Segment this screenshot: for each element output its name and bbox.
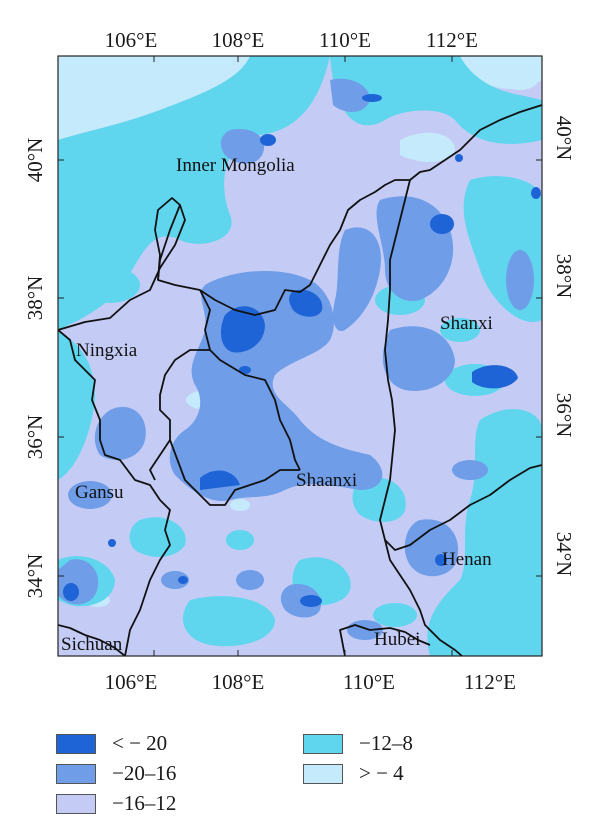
province-borders (58, 104, 542, 656)
legend-label-16-12: −16–12 (112, 791, 177, 815)
lat-label-left-40: 40°N (23, 138, 47, 183)
region-label-shaanxi: Shaanxi (296, 470, 357, 491)
region-label-shanxi: Shanxi (440, 313, 493, 334)
region-label-henan: Henan (442, 549, 492, 570)
legend-swatch-lt20 (56, 733, 96, 754)
lat-label-right-36: 36°N (552, 393, 576, 438)
lon-label-bottom-106: 106°E (105, 670, 158, 694)
legend-swatch-gt4 (303, 763, 343, 784)
legend-label-gt4: > − 4 (359, 761, 404, 785)
legend: < − 20 −20–16 −16–12 −12–8 > − 4 (56, 726, 496, 816)
lon-label-bottom-108: 108°E (212, 670, 265, 694)
lon-label-top-108: 108°E (212, 28, 265, 52)
lat-label-left-38: 38°N (23, 276, 47, 321)
legend-item-lt20: < − 20 (56, 731, 167, 756)
band-12-8-zones (58, 56, 542, 656)
lat-label-left-36: 36°N (23, 415, 47, 460)
lon-label-top-106: 106°E (105, 28, 158, 52)
lon-label-bottom-112: 112°E (464, 670, 516, 694)
lat-label-left-34: 34°N (23, 554, 47, 599)
legend-swatch-20-16 (56, 763, 96, 784)
lon-label-top-112: 112°E (426, 28, 478, 52)
legend-item-20-16: −20–16 (56, 761, 176, 786)
lat-label-right-38: 38°N (552, 254, 576, 299)
legend-label-12-8: −12–8 (359, 731, 413, 755)
lat-label-right-34: 34°N (552, 532, 576, 577)
region-label-hubei: Hubei (374, 629, 420, 650)
region-label-inner-mongolia: Inner Mongolia (176, 155, 295, 176)
lat-label-right-40: 40°N (552, 116, 576, 161)
legend-item-12-8: −12–8 (303, 731, 413, 756)
tick-marks (58, 56, 542, 656)
map-frame (57, 55, 543, 657)
legend-item-16-12: −16–12 (56, 791, 176, 816)
band-lt20-cores (63, 94, 541, 607)
legend-swatch-12-8 (303, 733, 343, 754)
legend-label-lt20: < − 20 (112, 731, 168, 755)
region-label-gansu: Gansu (75, 482, 124, 503)
region-label-sichuan: Sichuan (61, 634, 123, 655)
legend-swatch-16-12 (56, 793, 96, 814)
legend-label-20-16: −20–16 (112, 761, 177, 785)
lon-label-top-110: 110°E (319, 28, 371, 52)
lon-label-bottom-110: 110°E (343, 670, 395, 694)
map-panel (58, 56, 542, 656)
legend-item-gt4: > − 4 (303, 761, 404, 786)
region-label-ningxia: Ningxia (76, 340, 138, 361)
